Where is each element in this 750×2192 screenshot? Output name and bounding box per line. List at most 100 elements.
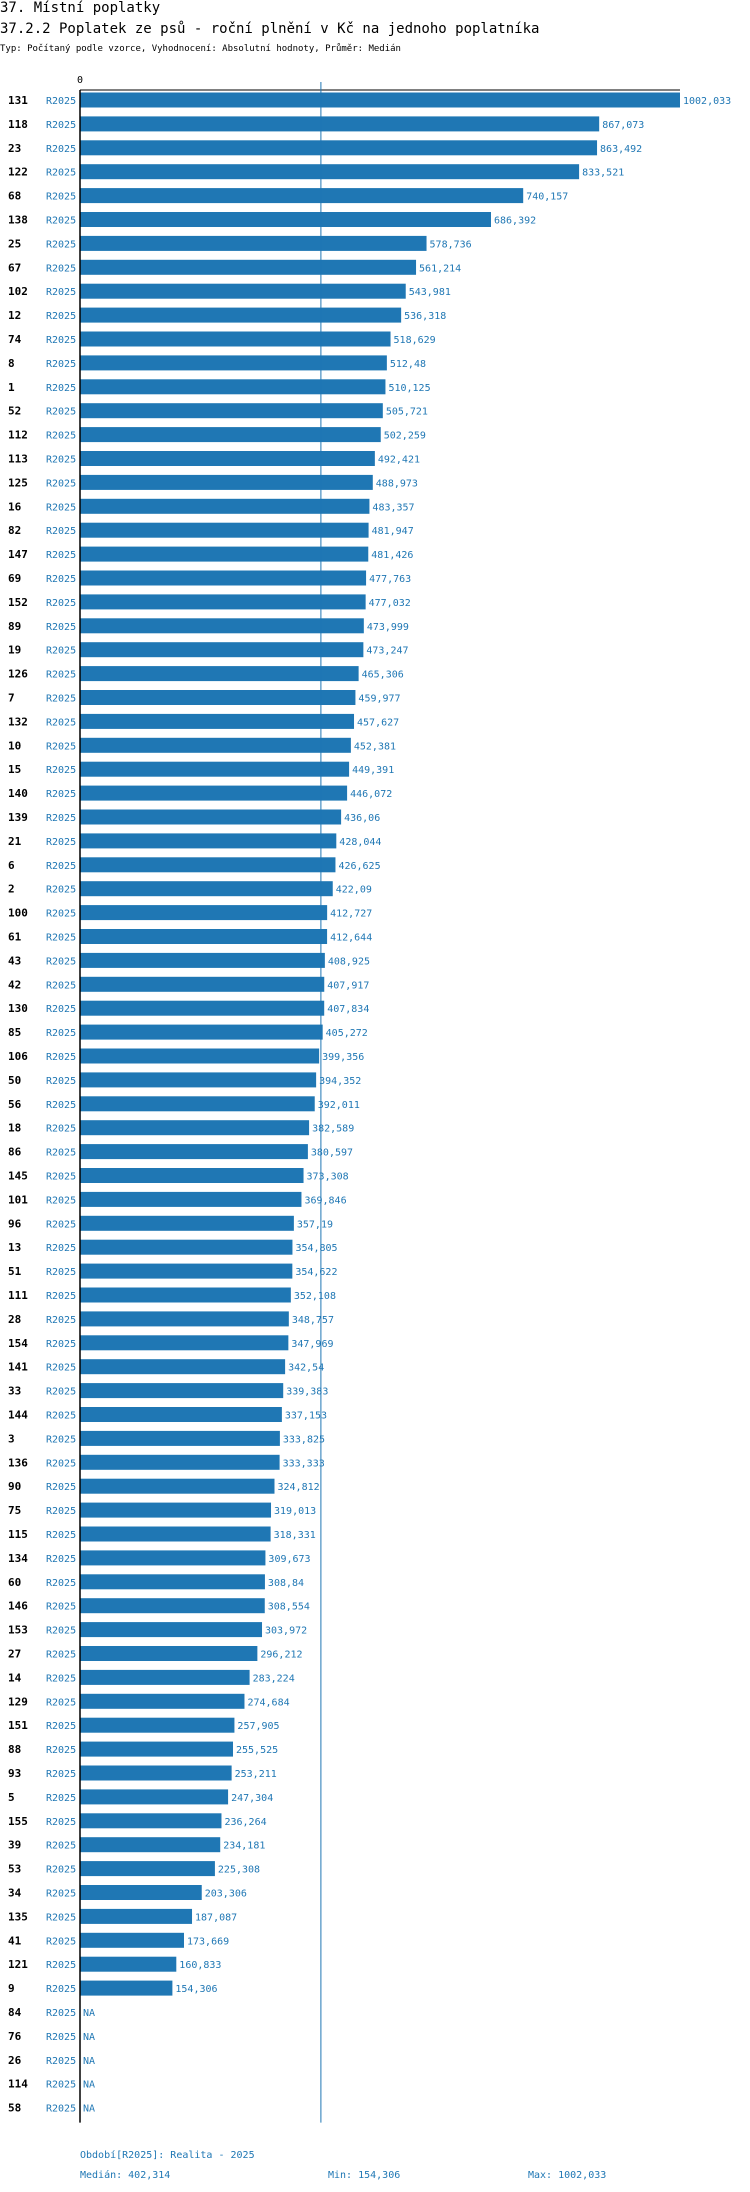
row-id-label: 106 bbox=[8, 1050, 28, 1063]
row-id-label: 61 bbox=[8, 931, 22, 944]
bar bbox=[80, 1646, 258, 1661]
row-id-label: 134 bbox=[8, 1552, 28, 1565]
row-period-label: R2025 bbox=[46, 1076, 76, 1087]
value-label: 863,492 bbox=[600, 144, 642, 155]
row-period-label: R2025 bbox=[46, 431, 76, 442]
row-id-label: 9 bbox=[8, 1982, 15, 1995]
bar bbox=[80, 1048, 320, 1064]
bar bbox=[80, 1239, 293, 1255]
row-period-label: R2025 bbox=[46, 1984, 76, 1995]
value-label: 253,211 bbox=[235, 1769, 277, 1780]
value-label: 274,684 bbox=[247, 1697, 289, 1708]
chart-title: 37.2.2 Poplatek ze psů - roční plnění v … bbox=[0, 21, 540, 37]
row-id-label: 122 bbox=[8, 166, 28, 179]
row-period-label: R2025 bbox=[46, 741, 76, 752]
bar bbox=[80, 1526, 271, 1542]
value-label: 354,805 bbox=[295, 1243, 337, 1254]
row-period-label: R2025 bbox=[46, 526, 76, 537]
row-period-label: R2025 bbox=[46, 1267, 76, 1278]
value-label: 422,09 bbox=[336, 885, 372, 896]
bar bbox=[80, 1813, 222, 1829]
row-id-label: 34 bbox=[8, 1887, 22, 1900]
row-id-label: 126 bbox=[8, 668, 28, 681]
row-id-label: 60 bbox=[8, 1576, 21, 1589]
row-id-label: 67 bbox=[8, 261, 21, 274]
bar bbox=[80, 92, 680, 108]
row-id-label: 25 bbox=[8, 237, 21, 250]
row-period-label: R2025 bbox=[46, 1028, 76, 1039]
value-label: 309,673 bbox=[268, 1554, 310, 1565]
row-id-label: 135 bbox=[8, 1910, 28, 1923]
value-label: 283,224 bbox=[253, 1673, 295, 1684]
row-period-label: R2025 bbox=[46, 1578, 76, 1589]
value-label: 333,333 bbox=[283, 1458, 325, 1469]
value-label: 257,905 bbox=[237, 1721, 279, 1732]
bar bbox=[80, 331, 391, 347]
bar bbox=[80, 1168, 304, 1183]
row-id-label: 89 bbox=[8, 620, 21, 633]
value-label: 492,421 bbox=[378, 455, 420, 466]
row-id-label: 153 bbox=[8, 1624, 28, 1637]
value-label: 473,999 bbox=[367, 622, 409, 633]
row-period-label: R2025 bbox=[46, 1841, 76, 1852]
bar bbox=[80, 1191, 302, 1207]
value-label: 173,669 bbox=[187, 1936, 229, 1947]
row-id-label: 145 bbox=[8, 1170, 28, 1183]
bar bbox=[80, 1550, 266, 1566]
row-id-label: 19 bbox=[8, 644, 21, 657]
value-label: 154,306 bbox=[175, 1984, 217, 1995]
bar bbox=[80, 1980, 173, 1996]
row-period-label: R2025 bbox=[46, 1673, 76, 1684]
row-period-label: R2025 bbox=[46, 1387, 76, 1398]
bar bbox=[80, 1574, 265, 1590]
bar bbox=[80, 1908, 193, 1924]
bar bbox=[80, 1263, 293, 1279]
row-id-label: 14 bbox=[8, 1671, 22, 1684]
row-id-label: 75 bbox=[8, 1504, 21, 1517]
bar bbox=[80, 785, 348, 801]
row-period-label: R2025 bbox=[46, 2032, 76, 2043]
bar bbox=[80, 809, 342, 825]
value-label: 833,521 bbox=[582, 168, 624, 179]
row-period-label: R2025 bbox=[46, 2104, 76, 2115]
value-label: 408,925 bbox=[328, 956, 370, 967]
row-id-label: 121 bbox=[8, 1958, 28, 1971]
row-period-label: R2025 bbox=[46, 1004, 76, 1015]
value-label: 160,833 bbox=[179, 1960, 221, 1971]
row-id-label: 139 bbox=[8, 811, 28, 824]
value-label: 488,973 bbox=[376, 478, 418, 489]
row-period-label: R2025 bbox=[46, 1936, 76, 1947]
row-period-label: R2025 bbox=[46, 1530, 76, 1541]
row-id-label: 102 bbox=[8, 285, 28, 298]
value-label: 342,54 bbox=[288, 1363, 324, 1374]
bar bbox=[80, 1287, 291, 1303]
row-period-label: R2025 bbox=[46, 861, 76, 872]
value-label: 412,727 bbox=[330, 909, 372, 920]
value-label: 505,721 bbox=[386, 407, 428, 418]
row-period-label: R2025 bbox=[46, 1195, 76, 1206]
bar bbox=[80, 164, 580, 180]
row-period-label: R2025 bbox=[46, 263, 76, 274]
bar bbox=[80, 116, 600, 132]
bar bbox=[80, 570, 367, 586]
row-id-label: 42 bbox=[8, 978, 21, 991]
value-label: 428,044 bbox=[339, 837, 381, 848]
bar bbox=[80, 1837, 221, 1853]
value-label: 380,597 bbox=[311, 1148, 353, 1159]
row-period-label: R2025 bbox=[46, 2056, 76, 2067]
bar bbox=[80, 1693, 245, 1709]
bar bbox=[80, 212, 491, 227]
x-tick-label: 0 bbox=[77, 75, 83, 86]
row-id-label: 115 bbox=[8, 1528, 28, 1541]
row-period-label: R2025 bbox=[46, 1697, 76, 1708]
row-id-label: 112 bbox=[8, 429, 28, 442]
row-period-label: R2025 bbox=[46, 1100, 76, 1111]
value-label: 459,977 bbox=[358, 694, 400, 705]
row-id-label: 118 bbox=[8, 118, 28, 131]
value-label: 236,264 bbox=[224, 1817, 266, 1828]
row-id-label: 5 bbox=[8, 1791, 15, 1804]
row-id-label: 114 bbox=[8, 2078, 28, 2091]
bar bbox=[80, 976, 325, 992]
row-period-label: R2025 bbox=[46, 383, 76, 394]
bar bbox=[80, 307, 402, 323]
